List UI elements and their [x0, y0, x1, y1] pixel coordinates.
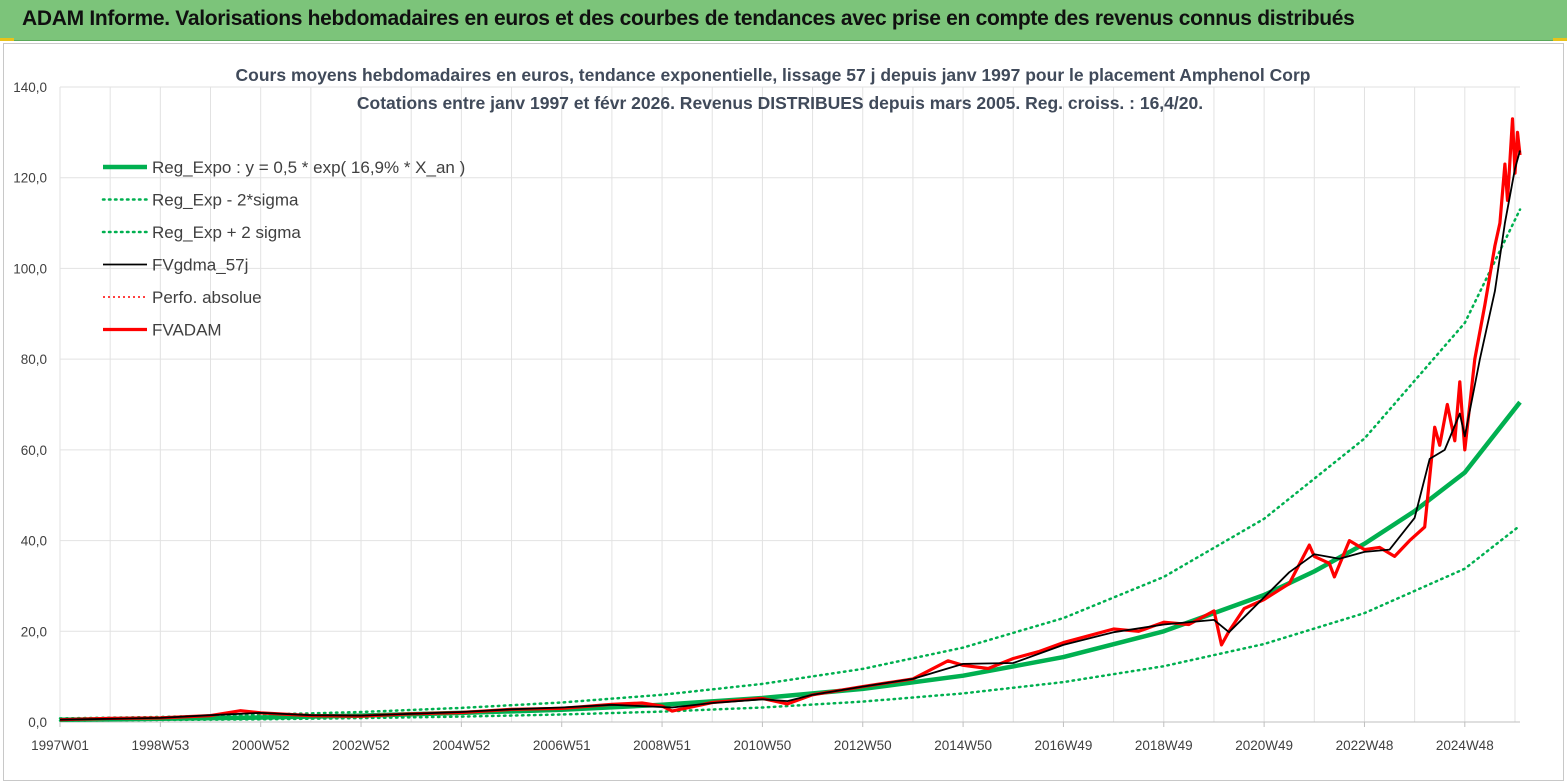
legend-label: FVADAM — [152, 321, 222, 340]
x-tick-label: 2018W49 — [1135, 738, 1193, 753]
legend-label: Reg_Exp + 2 sigma — [152, 223, 301, 242]
x-tick-label: 2012W50 — [834, 738, 892, 753]
y-tick-label: 140,0 — [13, 80, 47, 95]
x-tick-label: 2020W49 — [1235, 738, 1293, 753]
chart-title-line-1: Cours moyens hebdomadaires en euros, ten… — [236, 65, 1311, 85]
corner-mark-left — [0, 38, 14, 41]
x-tick-label: 2000W52 — [232, 738, 290, 753]
x-tick-label: 1997W01 — [31, 738, 89, 753]
x-tick-label: 2004W52 — [432, 738, 490, 753]
x-tick-label: 2002W52 — [332, 738, 390, 753]
y-tick-label: 80,0 — [21, 352, 47, 367]
legend: Reg_Expo : y = 0,5 * exp( 16,9% * X_an )… — [101, 158, 465, 340]
y-tick-label: 20,0 — [21, 624, 47, 639]
legend-label: Perfo. absolue — [152, 288, 262, 307]
legend-label: FVgdma_57j — [152, 256, 248, 275]
y-tick-label: 60,0 — [21, 443, 47, 458]
x-tick-label: 2024W48 — [1436, 738, 1494, 753]
x-axis: 1997W01 1998W53 2000W52 2002W52 2004W52 2006W… — [31, 722, 1494, 753]
y-tick-label: 120,0 — [13, 171, 47, 186]
corner-mark-right — [1553, 38, 1567, 41]
x-tick-label: 2010W50 — [734, 738, 792, 753]
series-line-3 — [59, 150, 1521, 721]
x-tick-label: 2022W48 — [1336, 738, 1394, 753]
y-tick-label: 0,0 — [28, 715, 47, 730]
x-tick-label: 2006W51 — [533, 738, 591, 753]
x-tick-label: 1998W53 — [131, 738, 189, 753]
y-tick-label: 100,0 — [13, 261, 47, 276]
y-tick-label: 40,0 — [21, 534, 47, 549]
series-line-2 — [58, 208, 1522, 720]
chart-title-line-2: Cotations entre janv 1997 et févr 2026. … — [357, 93, 1203, 113]
grid — [59, 86, 1520, 723]
x-tick-label: 2016W49 — [1035, 738, 1093, 753]
legend-label: Reg_Expo : y = 0,5 * exp( 16,9% * X_an ) — [152, 158, 465, 177]
x-tick-label: 2008W51 — [633, 738, 691, 753]
series-line-1 — [58, 524, 1522, 722]
x-tick-label: 2014W50 — [934, 738, 992, 753]
report-title: ADAM Informe. Valorisations hebdomadaire… — [22, 7, 1355, 30]
legend-label: Reg_Exp - 2*sigma — [152, 191, 299, 210]
report-banner: ADAM Informe. Valorisations hebdomadaire… — [0, 0, 1567, 41]
y-axis: 0,0 20,0 40,0 60,0 80,0 100,0 120,0 140,0 — [13, 80, 47, 730]
series-lines — [58, 117, 1522, 722]
chart-frame — [3, 43, 1564, 781]
